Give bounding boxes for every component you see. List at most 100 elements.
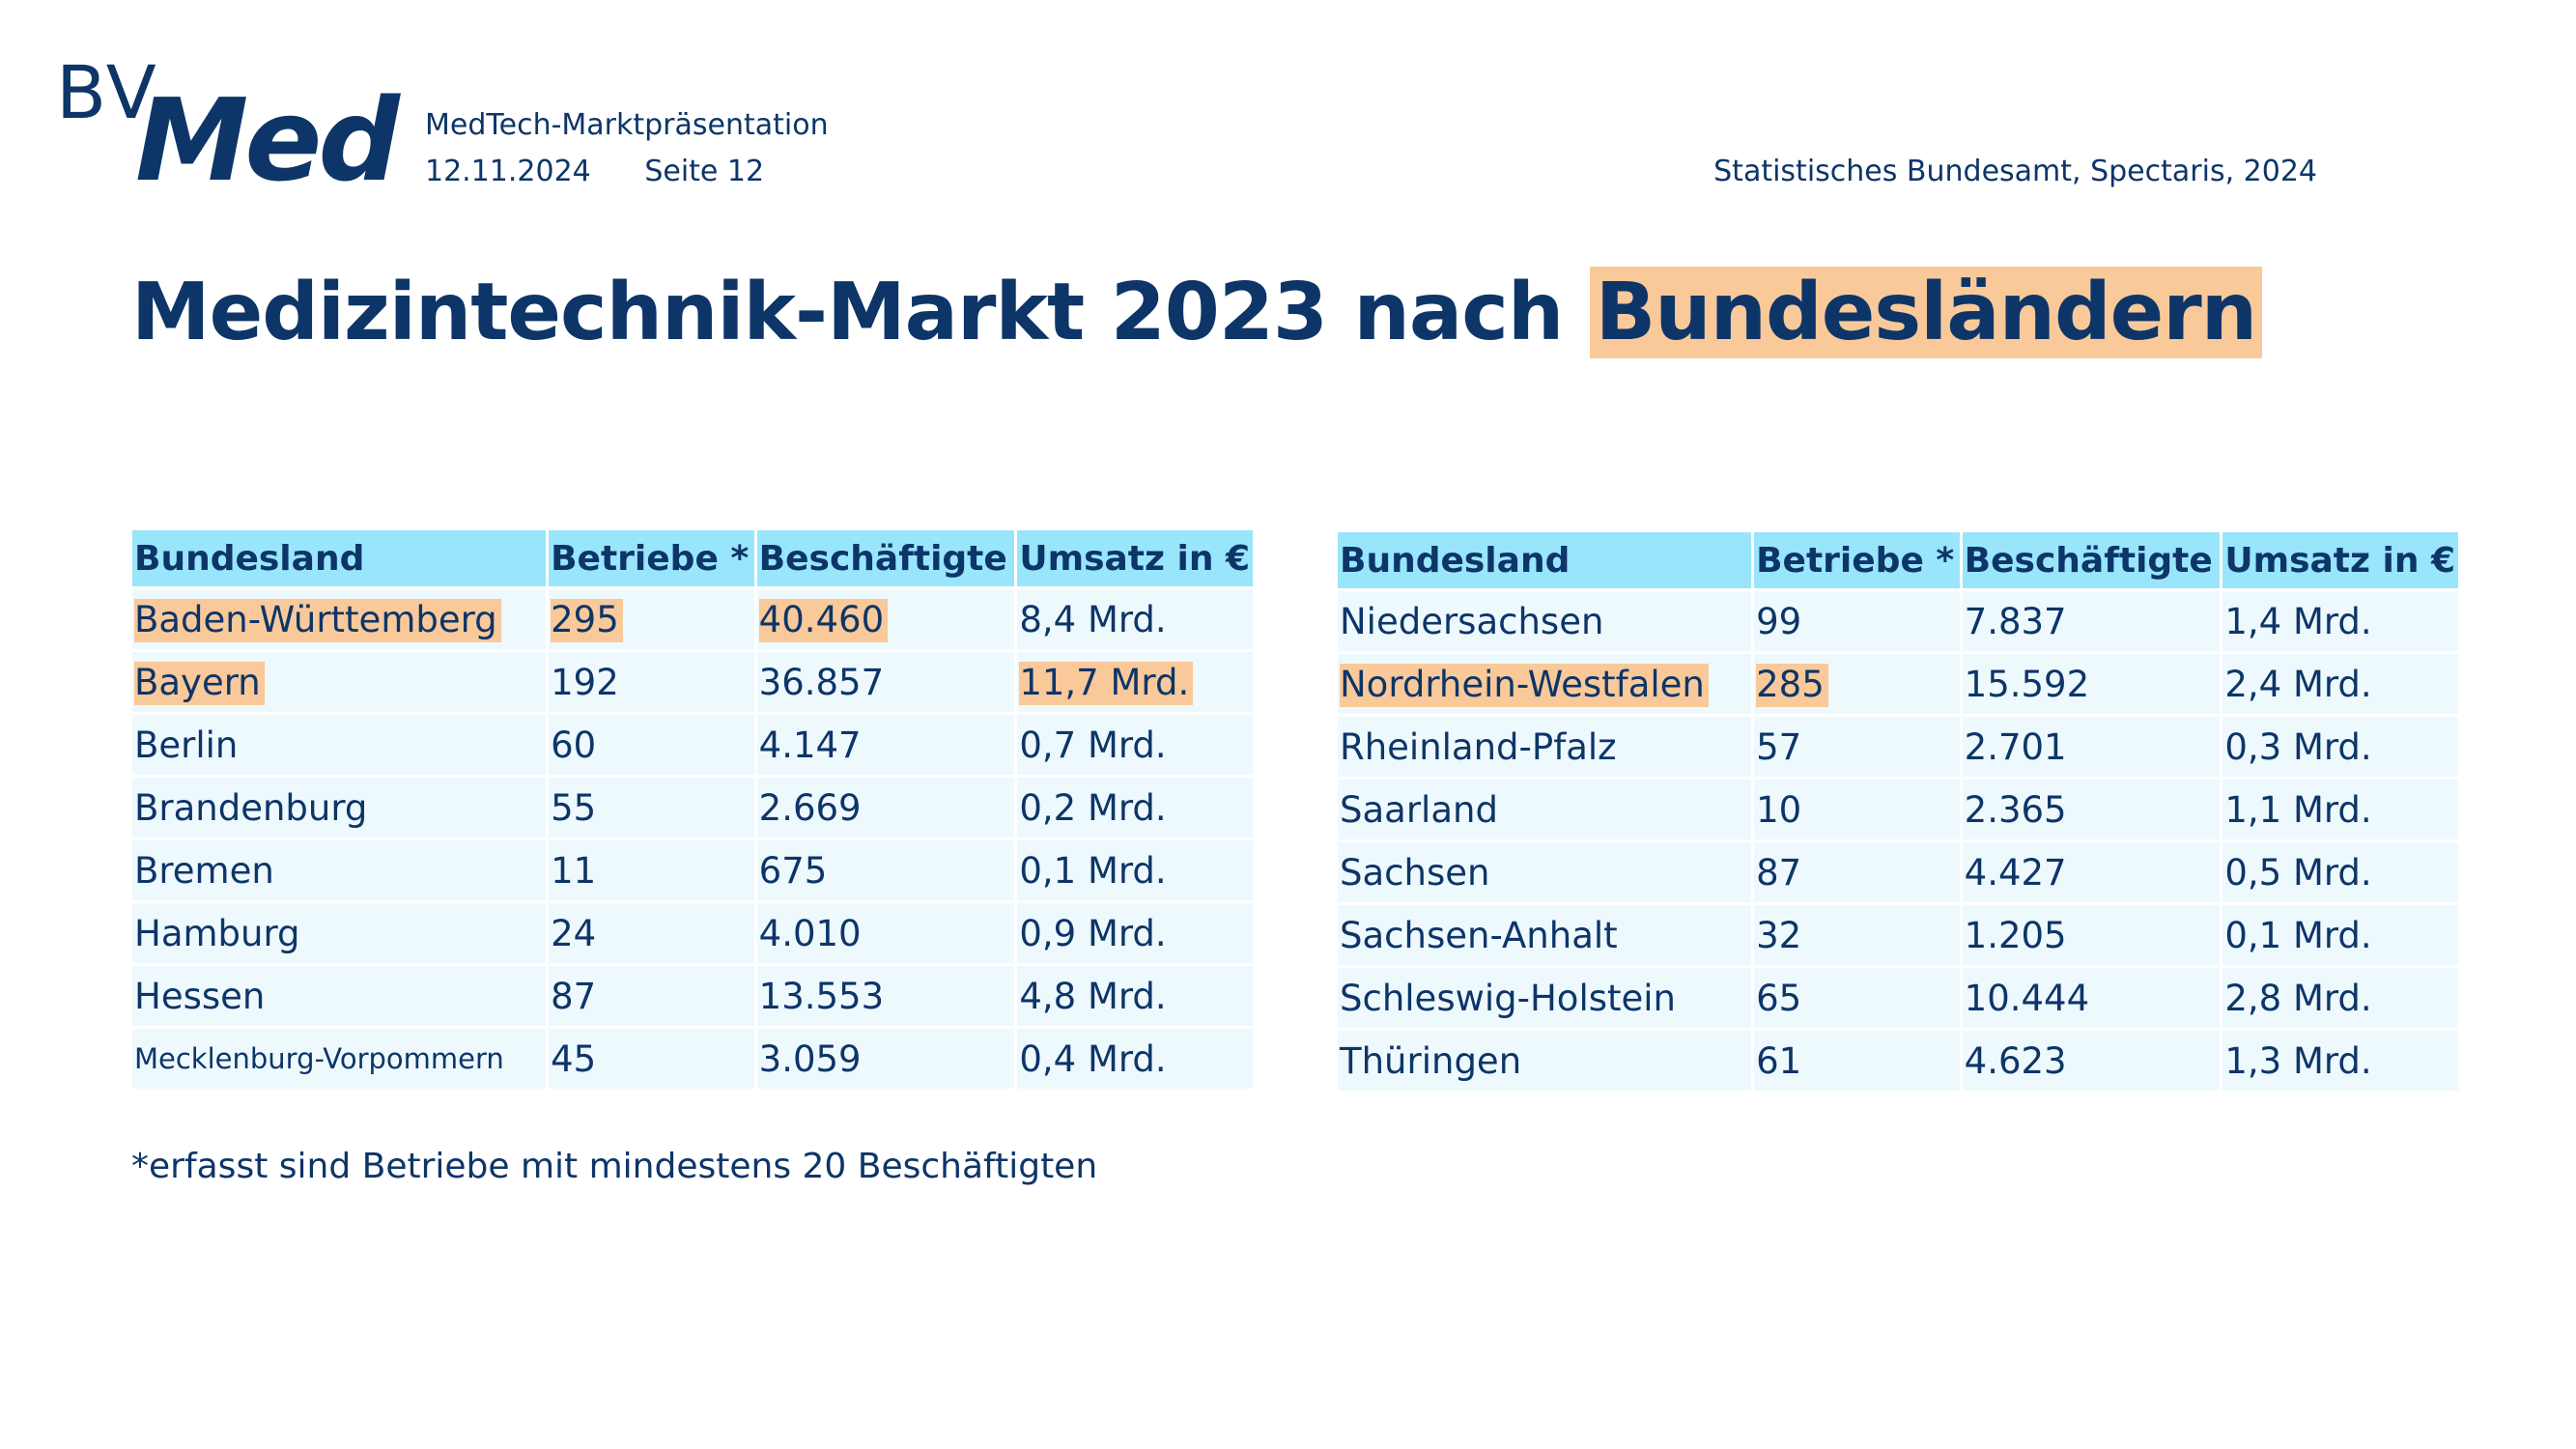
header-betriebe: Betriebe * [1754, 532, 1960, 588]
highlighted-value: Baden-Württemberg [134, 598, 501, 642]
header-umsatz: Umsatz in € [2222, 532, 2458, 588]
cell-beschaeftigte: 4.427 [1962, 842, 2221, 902]
header-bundesland: Bundesland [1338, 532, 1752, 588]
cell-betriebe: 60 [549, 715, 754, 775]
cell-umsatz: 0,9 Mrd. [1017, 903, 1253, 963]
cell-bundesland: Bayern [132, 652, 547, 712]
table-row: Nordrhein-Westfalen 285 15.592 2,4 Mrd. [1338, 654, 2458, 714]
cell-beschaeftigte: 36.857 [756, 652, 1015, 712]
table-row: Bayern 192 36.857 11,7 Mrd. [132, 652, 1253, 712]
cell-umsatz: 11,7 Mrd. [1017, 652, 1253, 712]
cell-bundesland: Hamburg [132, 903, 547, 963]
cell-beschaeftigte: 4.623 [1962, 1031, 2221, 1091]
cell-bundesland: Schleswig-Holstein [1338, 968, 1752, 1028]
cell-betriebe: 87 [549, 966, 754, 1026]
cell-betriebe: 45 [549, 1029, 754, 1089]
cell-bundesland: Rheinland-Pfalz [1338, 717, 1752, 777]
header-beschaeftigte: Beschäftigte [1962, 532, 2221, 588]
cell-beschaeftigte: 4.010 [756, 903, 1015, 963]
table-row: Thüringen 61 4.623 1,3 Mrd. [1338, 1031, 2458, 1091]
cell-bundesland: Hessen [132, 966, 547, 1026]
header-umsatz: Umsatz in € [1017, 530, 1253, 586]
cell-betriebe: 61 [1754, 1031, 1960, 1091]
cell-bundesland: Berlin [132, 715, 547, 775]
cell-beschaeftigte: 13.553 [756, 966, 1015, 1026]
source-note: Statistisches Bundesamt, Spectaris, 2024 [1713, 155, 2317, 188]
highlighted-value: 40.460 [758, 598, 889, 642]
table-row: Hessen 87 13.553 4,8 Mrd. [132, 966, 1253, 1026]
table-right: Bundesland Betriebe * Beschäftigte Umsat… [1335, 529, 2461, 1094]
cell-umsatz: 0,4 Mrd. [1017, 1029, 1253, 1089]
table-row: Sachsen-Anhalt 32 1.205 0,1 Mrd. [1338, 905, 2458, 965]
cell-umsatz: 0,1 Mrd. [2222, 905, 2458, 965]
cell-betriebe: 11 [549, 840, 754, 900]
presentation-date: 12.11.2024 [425, 155, 591, 188]
cell-beschaeftigte: 40.460 [756, 589, 1015, 649]
cell-beschaeftigte: 1.205 [1962, 905, 2221, 965]
title-main: Medizintechnik-Markt 2023 nach [131, 267, 1590, 358]
table-row: Brandenburg 55 2.669 0,2 Mrd. [132, 778, 1253, 838]
table-row: Mecklenburg-Vorpommern 45 3.059 0,4 Mrd. [132, 1029, 1253, 1089]
cell-umsatz: 1,3 Mrd. [2222, 1031, 2458, 1091]
cell-bundesland: Nordrhein-Westfalen [1338, 654, 1752, 714]
cell-betriebe: 55 [549, 778, 754, 838]
footnote: *erfasst sind Betriebe mit mindestens 20… [131, 1147, 1098, 1186]
logo-bv: BV [56, 49, 158, 135]
cell-bundesland: Mecklenburg-Vorpommern [132, 1029, 547, 1089]
highlighted-value: Bayern [134, 661, 265, 705]
cell-beschaeftigte: 675 [756, 840, 1015, 900]
bvmed-logo: BV Med [56, 49, 400, 198]
highlighted-value: Nordrhein-Westfalen [1340, 663, 1709, 707]
cell-betriebe: 32 [1754, 905, 1960, 965]
cell-umsatz: 0,3 Mrd. [2222, 717, 2458, 777]
cell-bundesland: Bremen [132, 840, 547, 900]
cell-beschaeftigte: 2.701 [1962, 717, 2221, 777]
cell-betriebe: 10 [1754, 780, 1960, 839]
cell-bundesland: Thüringen [1338, 1031, 1752, 1091]
cell-beschaeftigte: 2.669 [756, 778, 1015, 838]
title-highlight: Bundesländern [1589, 267, 2263, 358]
table-left: Bundesland Betriebe * Beschäftigte Umsat… [129, 527, 1256, 1092]
cell-umsatz: 2,4 Mrd. [2222, 654, 2458, 714]
page-number: Seite 12 [644, 155, 765, 188]
highlighted-value: 295 [551, 598, 623, 642]
table-row: Berlin 60 4.147 0,7 Mrd. [132, 715, 1253, 775]
cell-umsatz: 8,4 Mrd. [1017, 589, 1253, 649]
cell-betriebe: 57 [1754, 717, 1960, 777]
cell-umsatz: 0,1 Mrd. [1017, 840, 1253, 900]
cell-bundesland: Sachsen [1338, 842, 1752, 902]
cell-betriebe: 65 [1754, 968, 1960, 1028]
cell-betriebe: 192 [549, 652, 754, 712]
table-row: Niedersachsen 99 7.837 1,4 Mrd. [1338, 591, 2458, 651]
table-header-row: Bundesland Betriebe * Beschäftigte Umsat… [1338, 532, 2458, 588]
cell-beschaeftigte: 10.444 [1962, 968, 2221, 1028]
cell-betriebe: 295 [549, 589, 754, 649]
presentation-name: MedTech-Marktpräsentation [425, 108, 829, 142]
page-title: Medizintechnik-Markt 2023 nach Bundeslän… [131, 253, 2263, 373]
highlighted-value: 11,7 Mrd. [1019, 661, 1194, 705]
presentation-meta: MedTech-Marktpräsentation 12.11.2024 Sei… [425, 102, 829, 195]
table-header-row: Bundesland Betriebe * Beschäftigte Umsat… [132, 530, 1253, 586]
highlighted-value: 285 [1756, 663, 1828, 707]
cell-umsatz: 2,8 Mrd. [2222, 968, 2458, 1028]
cell-betriebe: 285 [1754, 654, 1960, 714]
table-row: Baden-Württemberg 295 40.460 8,4 Mrd. [132, 589, 1253, 649]
cell-beschaeftigte: 7.837 [1962, 591, 2221, 651]
cell-umsatz: 0,7 Mrd. [1017, 715, 1253, 775]
cell-betriebe: 24 [549, 903, 754, 963]
cell-betriebe: 87 [1754, 842, 1960, 902]
cell-umsatz: 0,5 Mrd. [2222, 842, 2458, 902]
header-bundesland: Bundesland [132, 530, 547, 586]
cell-beschaeftigte: 4.147 [756, 715, 1015, 775]
table-row: Sachsen 87 4.427 0,5 Mrd. [1338, 842, 2458, 902]
table-row: Schleswig-Holstein 65 10.444 2,8 Mrd. [1338, 968, 2458, 1028]
cell-umsatz: 1,1 Mrd. [2222, 780, 2458, 839]
cell-bundesland: Baden-Württemberg [132, 589, 547, 649]
cell-betriebe: 99 [1754, 591, 1960, 651]
cell-beschaeftigte: 2.365 [1962, 780, 2221, 839]
cell-umsatz: 1,4 Mrd. [2222, 591, 2458, 651]
cell-bundesland: Sachsen-Anhalt [1338, 905, 1752, 965]
cell-umsatz: 0,2 Mrd. [1017, 778, 1253, 838]
header-betriebe: Betriebe * [549, 530, 754, 586]
table-row: Hamburg 24 4.010 0,9 Mrd. [132, 903, 1253, 963]
